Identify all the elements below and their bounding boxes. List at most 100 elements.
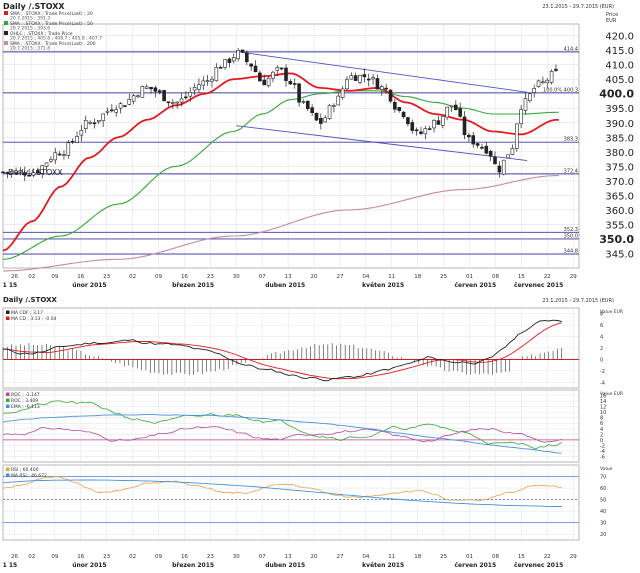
candle-body: [236, 49, 240, 60]
x-tick-label: 15: [518, 274, 525, 280]
candle-body: [79, 129, 84, 136]
level-label: 350.0: [564, 233, 578, 239]
indicator-tick-label: -6: [600, 454, 605, 460]
x-month-label: 1 15: [3, 562, 18, 569]
price-tick-label: 365.0: [605, 191, 634, 202]
x-tick-label: 26: [11, 554, 18, 560]
candle-body: [53, 152, 58, 161]
candle-body: [44, 162, 49, 167]
lower-title: Daily /.STOXX: [3, 296, 57, 304]
candle-body: [436, 120, 441, 125]
candle-body: [379, 86, 384, 90]
candle-body: [18, 170, 23, 173]
candle-body: [406, 117, 410, 125]
indicator-tick-label: 70: [600, 475, 606, 481]
candle-body: [240, 49, 245, 53]
candle-body: [475, 143, 480, 146]
candle-body: [323, 117, 327, 123]
x-tick-label: 01: [466, 554, 473, 560]
candle-body: [66, 142, 71, 156]
candle-body: [279, 67, 284, 70]
indicator-ylabel: Value EUR: [600, 391, 623, 397]
candle-body: [397, 107, 402, 111]
indicator-tick-label: -4: [600, 380, 605, 386]
candle-body: [510, 148, 515, 155]
price-tick-label: 405.0: [605, 75, 634, 86]
x-month-label: duben 2015: [265, 282, 305, 289]
candle-body: [253, 65, 258, 73]
rsi-line: [2, 476, 562, 502]
candle-body: [332, 105, 336, 107]
candle-body: [9, 171, 14, 174]
candle-body: [205, 80, 210, 82]
candle-body: [275, 67, 280, 71]
indicator-legend-swatch: [6, 316, 10, 320]
indicator-legend-label: EMA ; -0.113: [11, 404, 40, 410]
candle-body: [262, 79, 267, 86]
candle-body: [423, 128, 428, 135]
candle-body: [501, 159, 506, 175]
candle-body: [136, 95, 140, 98]
indicator-legend-label: ROC ; -1.147: [11, 392, 40, 398]
candle-body: [414, 129, 419, 132]
candle-body: [519, 109, 523, 124]
indicator-tick-label: 6: [600, 323, 603, 329]
indicator-tick-label: -2: [600, 443, 605, 449]
x-tick-label: 27: [336, 554, 343, 560]
x-tick-label: 16: [181, 274, 188, 280]
candle-body: [27, 174, 31, 177]
candle-body: [5, 171, 10, 174]
price-plot-area: [2, 23, 580, 269]
indicator-plot-area: [2, 464, 580, 541]
candle-body: [554, 68, 558, 71]
indicator-tick-label: 8: [600, 416, 603, 422]
candle-body: [123, 105, 127, 107]
candle-body: [184, 96, 188, 99]
candle-body: [157, 90, 162, 93]
candle-body: [57, 153, 62, 156]
ema-line: [2, 414, 562, 454]
candle-body: [36, 170, 40, 174]
candle-body: [440, 115, 445, 126]
x-month-label: 1 15: [3, 282, 18, 289]
x-month-label: duben 2015: [265, 562, 305, 569]
indicator-legend-swatch: [6, 310, 10, 314]
x-tick-label: 13: [285, 274, 292, 280]
candle-body: [384, 87, 388, 90]
candle-body: [297, 83, 301, 103]
candle-body: [327, 105, 332, 119]
x-tick-label: 09: [51, 554, 58, 560]
price-tick-label: 400.0: [599, 88, 634, 101]
x-tick-label: 22: [544, 274, 551, 280]
candle-body: [445, 106, 449, 118]
candle-body: [410, 122, 415, 131]
x-tick-label: 23: [207, 274, 214, 280]
candle-body: [349, 75, 354, 80]
x-month-label: květen 2015: [362, 282, 404, 289]
indicator-tick-label: 60: [600, 486, 606, 492]
x-tick-label: 25: [440, 554, 447, 560]
legend-label: SMA ; .STOXX ; Trade Price(Last) ; 50: [10, 21, 93, 27]
indicator-tick-label: 14: [600, 399, 606, 405]
sma200-line: [3, 175, 559, 272]
candle-body: [375, 78, 380, 90]
candle-body: [101, 113, 105, 122]
price-tick-label: 370.0: [605, 177, 634, 188]
roc-green-line: [2, 400, 562, 450]
candle-body: [497, 165, 502, 173]
indicator-ylabel: Value: [600, 466, 613, 472]
price-tick-label: 420.0: [605, 32, 634, 43]
legend-swatch: [4, 41, 8, 45]
price-label: Price: [606, 12, 618, 18]
candle-body: [545, 79, 550, 84]
candle-body: [31, 172, 36, 176]
candle-body: [214, 67, 219, 81]
candle-body: [114, 109, 119, 113]
candle-body: [171, 102, 175, 104]
candle-body: [188, 91, 193, 97]
candle-body: [83, 120, 88, 130]
x-tick-label: 23: [103, 274, 110, 280]
legend-label: SMA ; .STOXX ; Trade Price(Last) ; 20: [10, 11, 93, 17]
x-axis-bottom: 26 02 09 16 23 02 09 16 23 30 07 13 20 27 04 11 18 25 01 08…: [3, 554, 578, 569]
